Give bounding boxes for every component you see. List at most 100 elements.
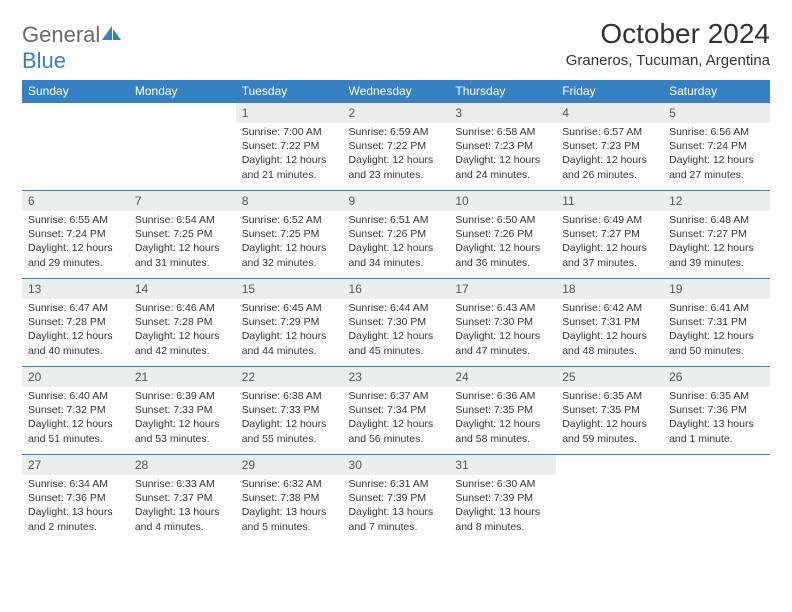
day-number: 24 xyxy=(449,367,556,387)
day-number: 25 xyxy=(556,367,663,387)
day-number: 19 xyxy=(663,279,770,299)
day-number: 28 xyxy=(129,455,236,475)
day-number: 3 xyxy=(449,103,556,123)
day-details: Sunrise: 6:46 AMSunset: 7:28 PMDaylight:… xyxy=(129,299,236,362)
day-details: Sunrise: 6:40 AMSunset: 7:32 PMDaylight:… xyxy=(22,387,129,450)
day-details: Sunrise: 6:33 AMSunset: 7:37 PMDaylight:… xyxy=(129,475,236,538)
day-number: 11 xyxy=(556,191,663,211)
day-details: Sunrise: 6:41 AMSunset: 7:31 PMDaylight:… xyxy=(663,299,770,362)
day-details: Sunrise: 6:58 AMSunset: 7:23 PMDaylight:… xyxy=(449,123,556,186)
weekday-header: Friday xyxy=(556,80,663,103)
day-details: Sunrise: 6:35 AMSunset: 7:36 PMDaylight:… xyxy=(663,387,770,450)
day-number: 1 xyxy=(236,103,343,123)
weekday-header: Saturday xyxy=(663,80,770,103)
weekday-header: Tuesday xyxy=(236,80,343,103)
day-number: 9 xyxy=(343,191,450,211)
logo-text: General Blue xyxy=(22,22,122,74)
weekday-header: Monday xyxy=(129,80,236,103)
day-details: Sunrise: 6:50 AMSunset: 7:26 PMDaylight:… xyxy=(449,211,556,274)
day-details: Sunrise: 6:34 AMSunset: 7:36 PMDaylight:… xyxy=(22,475,129,538)
day-number: 5 xyxy=(663,103,770,123)
calendar-cell: 14Sunrise: 6:46 AMSunset: 7:28 PMDayligh… xyxy=(129,279,236,367)
day-number: 12 xyxy=(663,191,770,211)
logo-word1: General xyxy=(22,22,100,47)
day-number: 21 xyxy=(129,367,236,387)
day-details: Sunrise: 6:32 AMSunset: 7:38 PMDaylight:… xyxy=(236,475,343,538)
calendar-cell: 7Sunrise: 6:54 AMSunset: 7:25 PMDaylight… xyxy=(129,191,236,279)
calendar-row: 13Sunrise: 6:47 AMSunset: 7:28 PMDayligh… xyxy=(22,279,770,367)
day-details: Sunrise: 6:51 AMSunset: 7:26 PMDaylight:… xyxy=(343,211,450,274)
calendar-cell: 30Sunrise: 6:31 AMSunset: 7:39 PMDayligh… xyxy=(343,455,450,543)
day-details: Sunrise: 6:47 AMSunset: 7:28 PMDaylight:… xyxy=(22,299,129,362)
day-details: Sunrise: 6:54 AMSunset: 7:25 PMDaylight:… xyxy=(129,211,236,274)
calendar-cell: 11Sunrise: 6:49 AMSunset: 7:27 PMDayligh… xyxy=(556,191,663,279)
day-number: 10 xyxy=(449,191,556,211)
day-details: Sunrise: 6:52 AMSunset: 7:25 PMDaylight:… xyxy=(236,211,343,274)
calendar-cell: 6Sunrise: 6:55 AMSunset: 7:24 PMDaylight… xyxy=(22,191,129,279)
calendar-cell: 17Sunrise: 6:43 AMSunset: 7:30 PMDayligh… xyxy=(449,279,556,367)
calendar-cell: 2Sunrise: 6:59 AMSunset: 7:22 PMDaylight… xyxy=(343,103,450,191)
day-number: 17 xyxy=(449,279,556,299)
day-details: Sunrise: 6:57 AMSunset: 7:23 PMDaylight:… xyxy=(556,123,663,186)
logo-sail-icon xyxy=(102,22,122,48)
calendar-row: 6Sunrise: 6:55 AMSunset: 7:24 PMDaylight… xyxy=(22,191,770,279)
calendar-cell: 29Sunrise: 6:32 AMSunset: 7:38 PMDayligh… xyxy=(236,455,343,543)
calendar-cell: 21Sunrise: 6:39 AMSunset: 7:33 PMDayligh… xyxy=(129,367,236,455)
calendar-cell: .. xyxy=(22,103,129,191)
day-number: 29 xyxy=(236,455,343,475)
day-number: 15 xyxy=(236,279,343,299)
calendar-cell: 12Sunrise: 6:48 AMSunset: 7:27 PMDayligh… xyxy=(663,191,770,279)
calendar-cell: 3Sunrise: 6:58 AMSunset: 7:23 PMDaylight… xyxy=(449,103,556,191)
day-details: Sunrise: 6:35 AMSunset: 7:35 PMDaylight:… xyxy=(556,387,663,450)
day-details: Sunrise: 6:30 AMSunset: 7:39 PMDaylight:… xyxy=(449,475,556,538)
day-details: Sunrise: 6:31 AMSunset: 7:39 PMDaylight:… xyxy=(343,475,450,538)
day-details: Sunrise: 6:56 AMSunset: 7:24 PMDaylight:… xyxy=(663,123,770,186)
day-number: 7 xyxy=(129,191,236,211)
calendar-cell: .. xyxy=(129,103,236,191)
day-details: Sunrise: 6:55 AMSunset: 7:24 PMDaylight:… xyxy=(22,211,129,274)
location: Graneros, Tucuman, Argentina xyxy=(566,52,770,69)
calendar-row: 20Sunrise: 6:40 AMSunset: 7:32 PMDayligh… xyxy=(22,367,770,455)
day-number: 2 xyxy=(343,103,450,123)
calendar-cell: 24Sunrise: 6:36 AMSunset: 7:35 PMDayligh… xyxy=(449,367,556,455)
header: General Blue October 2024 Graneros, Tucu… xyxy=(22,18,770,74)
calendar-table: SundayMondayTuesdayWednesdayThursdayFrid… xyxy=(22,80,770,543)
calendar-row: 27Sunrise: 6:34 AMSunset: 7:36 PMDayligh… xyxy=(22,455,770,543)
day-details: Sunrise: 6:39 AMSunset: 7:33 PMDaylight:… xyxy=(129,387,236,450)
calendar-cell: 13Sunrise: 6:47 AMSunset: 7:28 PMDayligh… xyxy=(22,279,129,367)
day-details: Sunrise: 6:45 AMSunset: 7:29 PMDaylight:… xyxy=(236,299,343,362)
logo-word2: Blue xyxy=(22,48,66,73)
calendar-body: ....1Sunrise: 7:00 AMSunset: 7:22 PMDayl… xyxy=(22,103,770,543)
day-details: Sunrise: 6:59 AMSunset: 7:22 PMDaylight:… xyxy=(343,123,450,186)
day-number: 27 xyxy=(22,455,129,475)
day-number: 13 xyxy=(22,279,129,299)
calendar-cell: .. xyxy=(556,455,663,543)
day-details: Sunrise: 6:38 AMSunset: 7:33 PMDaylight:… xyxy=(236,387,343,450)
calendar-cell: 20Sunrise: 6:40 AMSunset: 7:32 PMDayligh… xyxy=(22,367,129,455)
weekday-header: Thursday xyxy=(449,80,556,103)
day-number: 31 xyxy=(449,455,556,475)
logo: General Blue xyxy=(22,22,122,74)
calendar-cell: 26Sunrise: 6:35 AMSunset: 7:36 PMDayligh… xyxy=(663,367,770,455)
calendar-cell: 16Sunrise: 6:44 AMSunset: 7:30 PMDayligh… xyxy=(343,279,450,367)
day-details: Sunrise: 6:44 AMSunset: 7:30 PMDaylight:… xyxy=(343,299,450,362)
day-number: 30 xyxy=(343,455,450,475)
calendar-cell: 22Sunrise: 6:38 AMSunset: 7:33 PMDayligh… xyxy=(236,367,343,455)
day-details: Sunrise: 6:48 AMSunset: 7:27 PMDaylight:… xyxy=(663,211,770,274)
day-number: 6 xyxy=(22,191,129,211)
day-number: 20 xyxy=(22,367,129,387)
calendar-cell: 28Sunrise: 6:33 AMSunset: 7:37 PMDayligh… xyxy=(129,455,236,543)
day-number: 22 xyxy=(236,367,343,387)
calendar-cell: 9Sunrise: 6:51 AMSunset: 7:26 PMDaylight… xyxy=(343,191,450,279)
day-details: Sunrise: 6:43 AMSunset: 7:30 PMDaylight:… xyxy=(449,299,556,362)
title-block: October 2024 Graneros, Tucuman, Argentin… xyxy=(566,18,770,69)
day-number: 14 xyxy=(129,279,236,299)
page-title: October 2024 xyxy=(566,18,770,50)
day-details: Sunrise: 6:36 AMSunset: 7:35 PMDaylight:… xyxy=(449,387,556,450)
calendar-cell: 23Sunrise: 6:37 AMSunset: 7:34 PMDayligh… xyxy=(343,367,450,455)
calendar-cell: 5Sunrise: 6:56 AMSunset: 7:24 PMDaylight… xyxy=(663,103,770,191)
day-details: Sunrise: 6:37 AMSunset: 7:34 PMDaylight:… xyxy=(343,387,450,450)
calendar-cell: 18Sunrise: 6:42 AMSunset: 7:31 PMDayligh… xyxy=(556,279,663,367)
day-number: 23 xyxy=(343,367,450,387)
calendar-cell: 25Sunrise: 6:35 AMSunset: 7:35 PMDayligh… xyxy=(556,367,663,455)
